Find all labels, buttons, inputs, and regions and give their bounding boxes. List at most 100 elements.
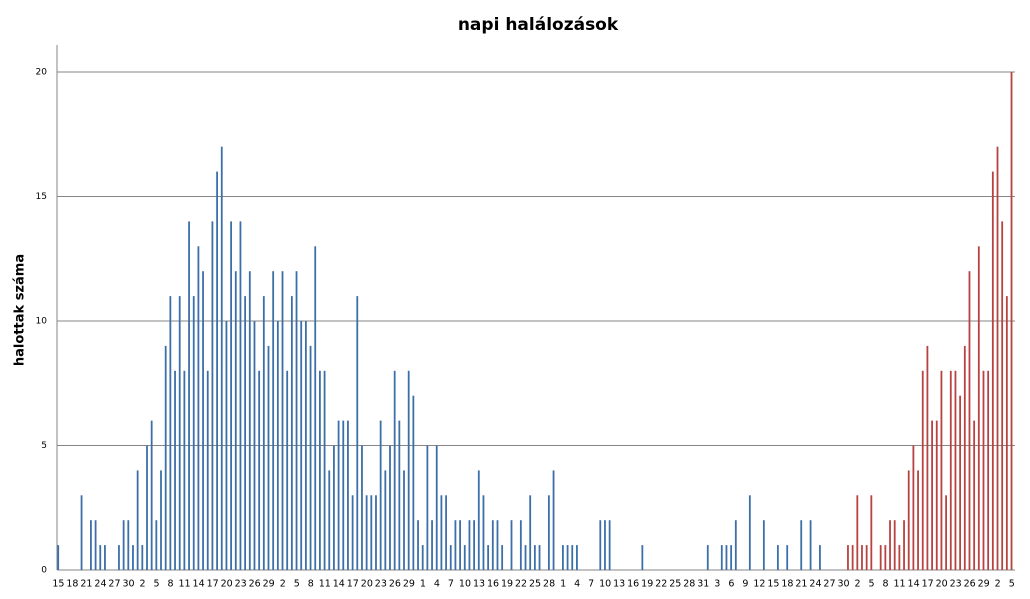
x-tick-label: 10	[459, 579, 471, 590]
bar	[57, 545, 60, 570]
bar	[361, 445, 363, 570]
bar	[393, 370, 396, 570]
x-tick-label: 17	[207, 579, 219, 590]
bar	[272, 271, 275, 570]
bar	[206, 370, 209, 570]
bar	[127, 520, 130, 570]
y-tick-label: 0	[41, 566, 47, 576]
bar	[454, 520, 457, 570]
x-tick-label: 5	[1009, 579, 1015, 590]
bar	[762, 520, 765, 570]
x-tick-label: 4	[574, 579, 580, 590]
y-tick-label: 10	[36, 317, 48, 327]
bar	[982, 370, 985, 570]
bar	[959, 395, 962, 570]
x-tick-label: 9	[742, 579, 748, 590]
bar	[987, 370, 990, 570]
bar	[384, 470, 387, 570]
bar	[132, 545, 134, 570]
x-tick-label: 2	[995, 579, 1001, 590]
bar	[178, 296, 181, 570]
x-tick-label: 15	[52, 579, 64, 590]
bar	[183, 370, 186, 570]
bar	[473, 520, 476, 570]
bar	[309, 345, 312, 570]
bar	[141, 545, 144, 570]
bar	[150, 420, 153, 570]
bar	[202, 271, 204, 570]
x-tick-label: 8	[883, 579, 889, 590]
bar	[856, 495, 859, 570]
bar	[290, 296, 293, 570]
x-tick-label: 16	[487, 579, 499, 590]
bar	[244, 296, 247, 570]
bar	[547, 495, 550, 570]
bar	[949, 370, 952, 570]
bar	[734, 520, 737, 570]
bar	[146, 445, 148, 570]
bar	[809, 520, 812, 570]
x-tick-label: 27	[108, 579, 120, 590]
bar	[552, 470, 555, 570]
bar	[487, 545, 490, 570]
bar	[155, 520, 158, 570]
bar	[342, 420, 345, 570]
x-tick-label: 18	[781, 579, 793, 590]
x-tick-label: 24	[94, 579, 106, 590]
bar	[604, 520, 606, 570]
bar	[847, 545, 849, 570]
x-tick-label: 7	[588, 579, 594, 590]
bar	[379, 420, 382, 570]
bar	[398, 420, 401, 570]
x-tick-label: 15	[767, 579, 779, 590]
x-tick-label: 1	[560, 579, 566, 590]
x-tick-label: 24	[809, 579, 821, 590]
bar	[281, 271, 284, 570]
bar	[253, 321, 256, 570]
bar	[375, 495, 377, 570]
x-tick-label: 22	[515, 579, 527, 590]
bar	[389, 445, 391, 570]
x-tick-label: 13	[473, 579, 485, 590]
x-tick-label: 6	[728, 579, 734, 590]
bar	[903, 520, 905, 570]
x-tick-label: 26	[249, 579, 261, 590]
bar	[945, 495, 948, 570]
bar	[851, 545, 854, 570]
x-tick-label: 2	[139, 579, 145, 590]
bar	[160, 470, 162, 570]
x-tick-label: 20	[936, 579, 948, 590]
bar	[351, 495, 354, 570]
x-tick-label: 29	[978, 579, 990, 590]
bar	[459, 520, 461, 570]
bar	[122, 520, 125, 570]
bar	[917, 470, 919, 570]
bar	[216, 171, 218, 570]
bar	[295, 271, 298, 570]
x-tick-label: 23	[950, 579, 962, 590]
bar	[431, 520, 433, 570]
x-tick-label: 4	[434, 579, 440, 590]
bar	[963, 345, 966, 570]
x-tick-label: 3	[714, 579, 720, 590]
bar	[164, 345, 167, 570]
x-tick-label: 2	[854, 579, 860, 590]
bar	[576, 545, 578, 570]
bar	[501, 545, 504, 570]
x-tick-label: 1	[420, 579, 426, 590]
bar	[907, 470, 910, 570]
bar	[926, 345, 929, 570]
bar	[435, 445, 438, 570]
x-tick-label: 7	[448, 579, 454, 590]
x-tick-label: 21	[80, 579, 92, 590]
bar	[884, 545, 887, 570]
x-tick-label: 5	[154, 579, 160, 590]
bar	[1001, 221, 1004, 570]
x-tick-label: 11	[894, 579, 906, 590]
bar	[893, 520, 896, 570]
bar	[954, 370, 957, 570]
bar	[725, 545, 728, 570]
bar	[538, 545, 541, 570]
x-tick-label: 20	[221, 579, 233, 590]
